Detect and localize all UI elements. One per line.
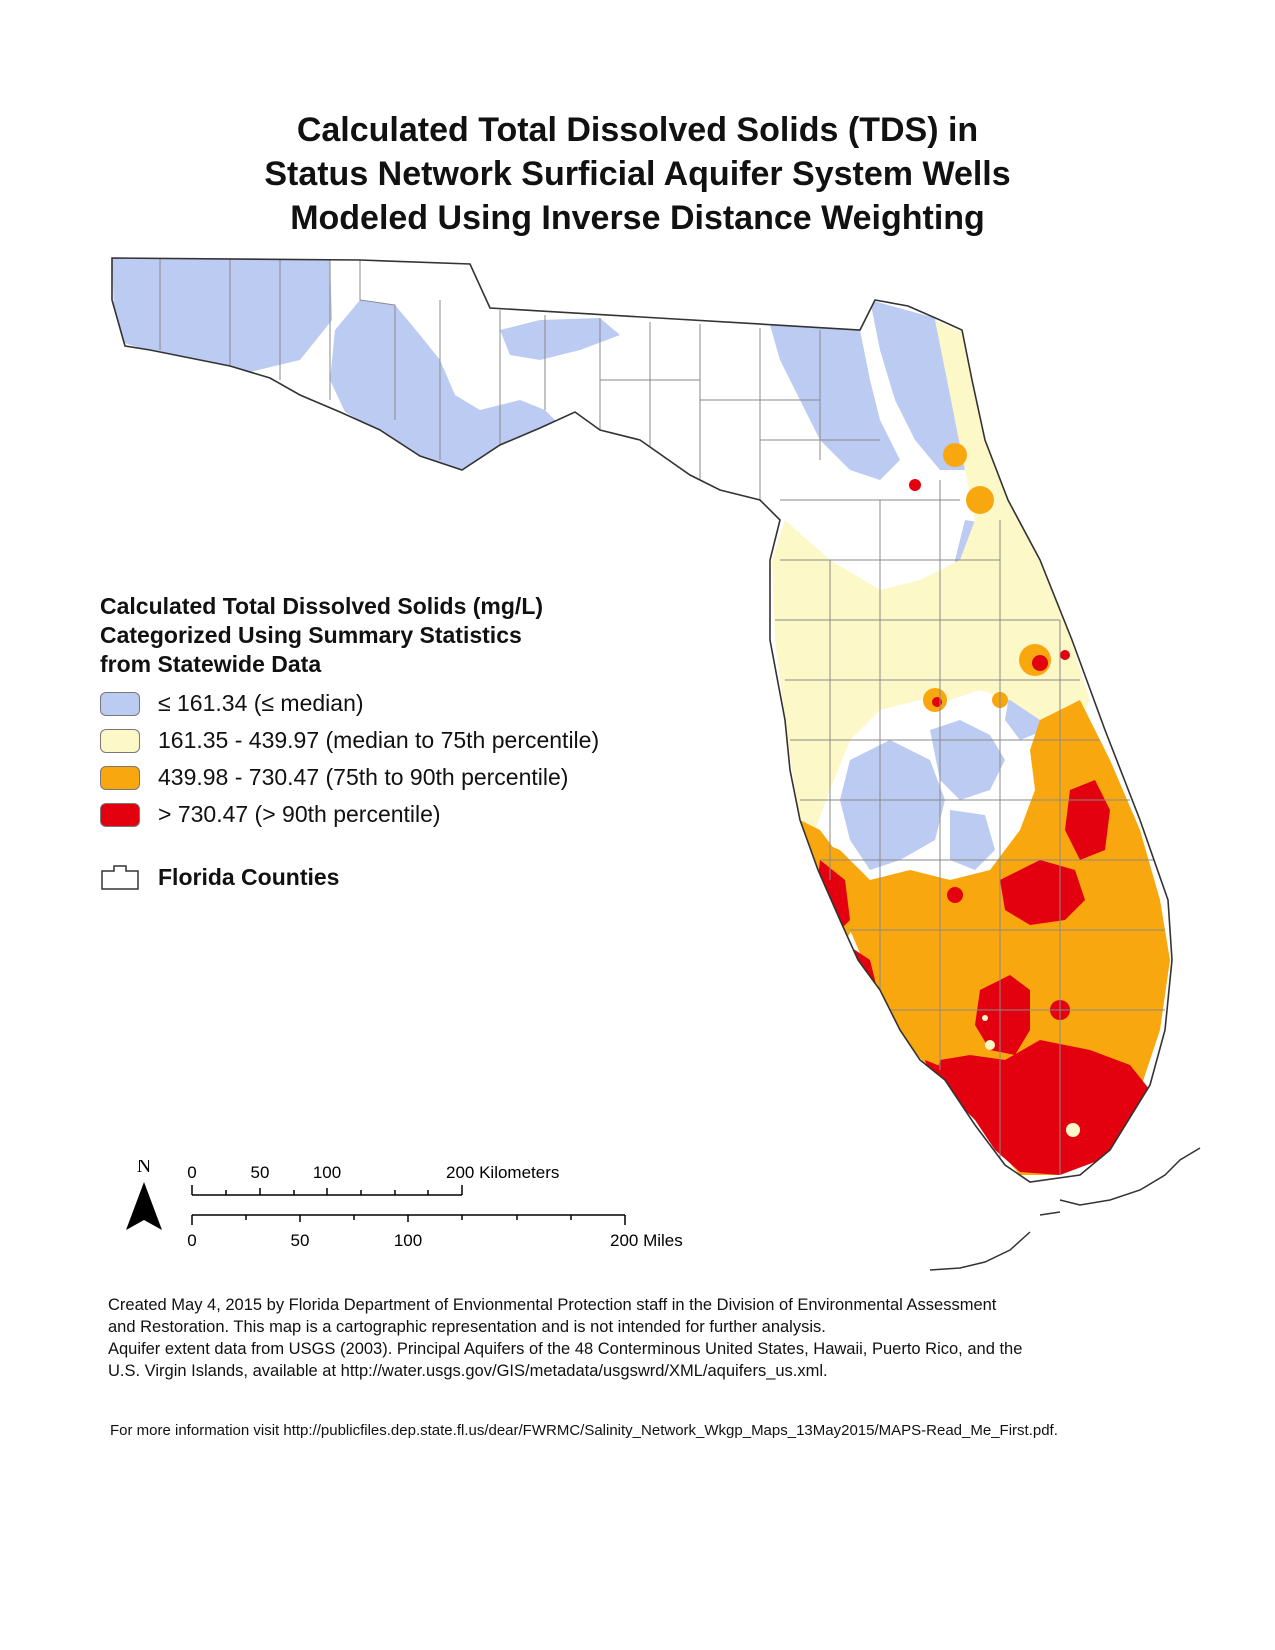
credits-line-3: Aquifer extent data from USGS (2003). Pr… xyxy=(108,1340,1023,1358)
legend-heading-line-1: Calculated Total Dissolved Solids (mg/L) xyxy=(100,593,544,619)
km-tick-50: 50 xyxy=(251,1163,270,1182)
legend-swatch-low xyxy=(100,691,140,716)
florida-keys-lower xyxy=(929,1231,1031,1271)
north-label: N xyxy=(137,1160,151,1177)
credits-line-1: Created May 4, 2015 by Florida Departmen… xyxy=(108,1296,997,1314)
credits: Created May 4, 2015 by Florida Departmen… xyxy=(108,1294,1188,1382)
map-title-line-2: Status Network Surficial Aquifer System … xyxy=(264,155,1011,193)
county-boundaries xyxy=(159,258,1165,1175)
km-scale xyxy=(191,1185,463,1196)
legend-swatch-moderate xyxy=(100,728,140,753)
legend-heading-line-3: from Statewide Data xyxy=(100,651,322,677)
legend-item-very-high: > 730.47 (> 90th percentile) xyxy=(100,796,700,833)
mile-tick-200: 200 Miles xyxy=(610,1231,683,1250)
florida-keys xyxy=(1039,1147,1201,1216)
legend-swatch-high xyxy=(100,765,140,790)
legend-label-very-high: > 730.47 (> 90th percentile) xyxy=(158,801,441,827)
credits-line-4: U.S. Virgin Islands, available at http:/… xyxy=(108,1362,828,1380)
map-legend: Calculated Total Dissolved Solids (mg/L)… xyxy=(100,592,700,891)
florida-outline xyxy=(111,257,1173,1183)
mile-tick-100: 100 xyxy=(394,1231,422,1250)
credits-line-2: and Restoration. This map is a cartograp… xyxy=(108,1318,826,1336)
mile-tick-50: 50 xyxy=(291,1231,310,1250)
legend-item-counties: Florida Counties xyxy=(100,863,700,891)
map-title: Calculated Total Dissolved Solids (TDS) … xyxy=(0,108,1275,240)
north-arrow-icon xyxy=(126,1182,162,1230)
legend-item-moderate: 161.35 - 439.97 (median to 75th percenti… xyxy=(100,722,700,759)
km-tick-200: 200 Kilometers xyxy=(446,1163,559,1182)
scale-bar: N 0 50 100 200 Kilometers 0 50 100 200 M… xyxy=(126,1160,683,1250)
tds-moderate-spots xyxy=(982,1015,1080,1137)
mile-scale xyxy=(191,1214,626,1225)
legend-swatch-very-high xyxy=(100,802,140,827)
legend-label-moderate: 161.35 - 439.97 (median to 75th percenti… xyxy=(158,727,600,753)
legend-item-low: ≤ 161.34 (≤ median) xyxy=(100,685,700,722)
county-swatch-icon xyxy=(101,865,139,890)
km-tick-100: 100 xyxy=(313,1163,341,1182)
mile-tick-0: 0 xyxy=(187,1231,196,1250)
legend-label-counties: Florida Counties xyxy=(158,863,340,890)
km-tick-0: 0 xyxy=(187,1163,196,1182)
legend-label-high: 439.98 - 730.47 (75th to 90th percentile… xyxy=(158,764,569,790)
legend-item-high: 439.98 - 730.47 (75th to 90th percentile… xyxy=(100,759,700,796)
map-title-line-1: Calculated Total Dissolved Solids (TDS) … xyxy=(296,111,979,149)
map-title-line-3: Modeled Using Inverse Distance Weighting xyxy=(290,199,985,237)
more-info-text: For more information visit http://public… xyxy=(110,1422,1058,1439)
legend-heading: Calculated Total Dissolved Solids (mg/L)… xyxy=(100,592,700,679)
legend-heading-line-2: Categorized Using Summary Statistics xyxy=(100,622,522,648)
legend-label-low: ≤ 161.34 (≤ median) xyxy=(158,690,364,716)
